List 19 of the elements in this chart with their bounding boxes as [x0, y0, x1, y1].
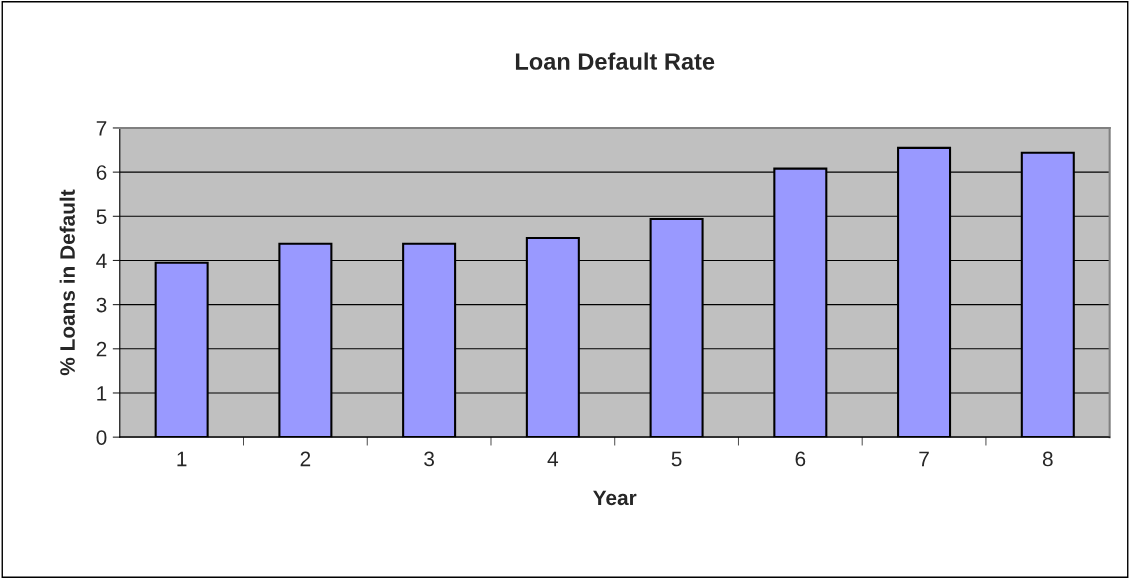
x-tick-label: 8 [1042, 451, 1053, 467]
x-tick-label: 2 [300, 451, 311, 467]
y-tick-label: 3 [96, 297, 107, 313]
y-tick-label: 4 [96, 253, 107, 269]
x-axis-title: Year [593, 490, 637, 506]
x-tick-label: 5 [671, 451, 682, 467]
chart-title: Loan Default Rate [515, 52, 715, 70]
x-tick-label: 3 [424, 451, 434, 467]
y-axis-title: % Loans in Default [59, 189, 75, 376]
y-tick-label: 2 [96, 341, 107, 357]
y-tick-label: 5 [96, 209, 107, 225]
y-tick-label: 7 [96, 121, 107, 136]
x-tick-label: 7 [919, 451, 929, 467]
x-tick-label: 1 [177, 451, 187, 467]
y-tick-label: 1 [97, 386, 107, 401]
y-tick-label: 0 [96, 430, 107, 445]
y-tick-label: 6 [96, 165, 107, 180]
x-tick-label: 6 [795, 451, 806, 467]
x-tick-label: 4 [547, 451, 559, 467]
